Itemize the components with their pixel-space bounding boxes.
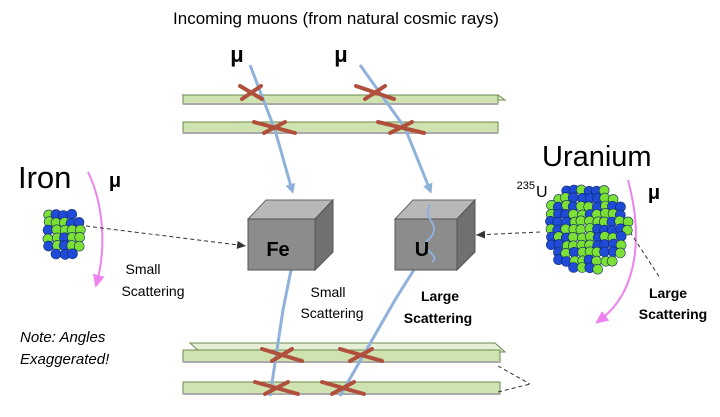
diagram-title: Incoming muons (from natural cosmic rays…	[173, 9, 499, 28]
hit-cross	[376, 120, 426, 135]
iron-section: Iron μ Small Scattering	[18, 160, 247, 299]
uranium-section: Uranium 235 U μ Large Scattering	[475, 141, 707, 324]
uranium-isotope-mass: 235	[517, 180, 535, 192]
u-block: U	[393, 198, 477, 272]
iron-muon-symbol: μ	[109, 170, 121, 192]
iron-scatter-arrow-icon	[87, 171, 105, 288]
plate-dashed-connector	[497, 365, 531, 393]
hit-cross	[320, 380, 366, 396]
iron-nucleus-icon	[42, 209, 86, 260]
hit-cross	[260, 347, 304, 363]
iron-to-fe-connector	[85, 225, 247, 249]
hit-cross	[253, 380, 300, 396]
muon-symbol-left: μ	[230, 42, 243, 67]
hit-cross	[238, 84, 264, 101]
u-track-label-line1: Large	[421, 288, 459, 304]
detector-plate	[182, 121, 499, 134]
uranium-to-u-connector	[475, 230, 541, 239]
uranium-muon-symbol: μ	[648, 182, 660, 204]
iron-scatter-label-line2: Scattering	[121, 283, 184, 299]
uranium-isotope-symbol: U	[536, 184, 548, 201]
note-line1: Note: Angles	[20, 329, 106, 346]
detector-plate	[182, 342, 507, 363]
hit-markers	[238, 84, 426, 396]
iron-label: Iron	[18, 160, 71, 195]
hit-cross	[252, 120, 297, 135]
uranium-label: Uranium	[542, 141, 652, 173]
fe-track-label-line2: Scattering	[300, 305, 363, 321]
u-outgoing-track	[338, 267, 417, 397]
uranium-reference-line	[629, 231, 661, 279]
note-line2: Exaggerated!	[20, 351, 110, 368]
u-track-label-line2: Scattering	[404, 310, 472, 326]
fe-outgoing-track	[268, 264, 294, 397]
uranium-scatter-label-line2: Scattering	[639, 306, 707, 322]
fe-block: Fe	[246, 198, 335, 272]
uranium-nucleus-icon	[545, 184, 634, 275]
uranium-scatter-label-line1: Large	[649, 285, 687, 301]
fe-track-label-line1: Small	[310, 284, 345, 300]
hit-cross	[354, 84, 396, 101]
fe-block-label: Fe	[266, 239, 289, 261]
top-detector-plates	[181, 94, 507, 134]
hit-cross	[338, 347, 384, 363]
muon-symbol-right: μ	[334, 42, 347, 67]
iron-scatter-label-line1: Small	[125, 261, 160, 277]
detector-plate	[181, 94, 507, 105]
u-block-label: U	[415, 239, 429, 261]
uranium-scatter-arrow-icon	[595, 179, 637, 324]
